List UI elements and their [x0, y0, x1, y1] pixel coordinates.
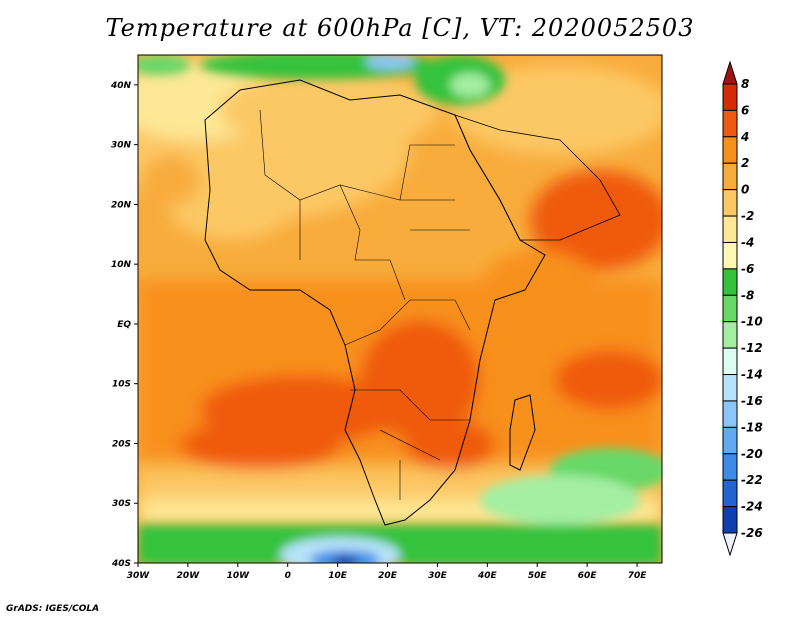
arabia-coastline: [454, 114, 621, 241]
colorbar-label: 2: [741, 156, 749, 170]
colorbar-segment: [722, 83, 738, 111]
colorbar-segment: [722, 453, 738, 481]
africa-coastline: [204, 79, 546, 526]
x-tick-label: 50E: [528, 571, 548, 581]
colorbar-segment: [722, 215, 738, 243]
colorbar-segment: [722, 109, 738, 138]
colorbar-segment: [722, 162, 738, 191]
colorbar-label: -14: [741, 368, 763, 382]
y-tick-label: 40S: [111, 559, 131, 569]
axis-ticks: [134, 84, 638, 567]
colorbar-label: -8: [741, 288, 754, 302]
y-tick-label: 30S: [112, 499, 131, 509]
x-tick-label: 0: [285, 571, 291, 581]
colorbar-label: -12: [741, 341, 763, 355]
colorbar-label: 8: [741, 77, 749, 91]
y-tick-label: 10S: [112, 380, 131, 390]
y-tick-label: 20N: [111, 200, 132, 210]
x-tick-label: 20W: [177, 571, 201, 581]
colorbar-label: 4: [740, 130, 749, 144]
colorbar-segment: [722, 400, 738, 428]
x-tick-label: 20E: [378, 571, 398, 581]
colorbar-segment: [722, 136, 738, 164]
grads-credit: GrADS: IGES/COLA: [6, 604, 100, 614]
x-tick-label: 10E: [328, 571, 348, 581]
colorbar-bottom-arrow: [722, 532, 738, 557]
colorbar-segment: [722, 347, 738, 376]
x-tick-label: 10W: [227, 571, 251, 581]
x-tick-label: 70E: [628, 571, 648, 581]
colorbar-segment: [722, 426, 738, 455]
colorbar: 8 6 4 2 0 -2 -4 -6 -8 -10 -12 -14 -16 -18 -20 -22 -24 -26: [722, 60, 763, 557]
x-tick-label: 60E: [578, 571, 598, 581]
colorbar-label: -4: [741, 235, 754, 249]
colorbar-segment: [722, 321, 738, 349]
colorbar-segment: [722, 479, 738, 508]
y-tick-label: 40N: [110, 81, 132, 91]
colorbar-label: -26: [741, 526, 763, 540]
colorbar-top-arrow: [722, 60, 738, 85]
colorbar-label: -22: [741, 473, 763, 487]
temperature-field: [138, 55, 662, 563]
axis-labels: 30W 20W 10W 0 10E 20E 30E 40E 50E 60E 70E 40N 30N 20N…: [110, 81, 647, 581]
colorbar-label: -2: [741, 209, 754, 223]
colorbar-label: -16: [741, 394, 763, 408]
colorbar-label: -6: [741, 262, 754, 276]
x-tick-label: 40E: [477, 571, 498, 581]
y-tick-label: EQ: [117, 320, 131, 330]
colorbar-segment: [722, 374, 738, 402]
colorbar-segment: [722, 241, 738, 270]
chart-title: Temperature at 600hPa [C], VT: 202005250…: [105, 14, 695, 42]
colorbar-segment: [722, 268, 738, 296]
colorbar-label: -24: [741, 500, 763, 514]
colorbar-label: -10: [741, 315, 763, 329]
colorbar-segment: [722, 506, 738, 534]
plot-frame: [137, 54, 663, 564]
colorbar-label: -18: [741, 420, 763, 434]
country-borders: [259, 109, 471, 500]
colorbar-segment: [722, 189, 738, 217]
colorbar-segment: [722, 294, 738, 323]
madagascar-coastline: [509, 394, 536, 471]
colorbar-label: 0: [741, 183, 749, 197]
x-tick-label: 30E: [428, 571, 448, 581]
colorbar-label: 6: [741, 103, 749, 117]
y-tick-label: 30N: [111, 141, 132, 151]
x-tick-label: 30W: [127, 571, 151, 581]
y-tick-label: 20S: [112, 439, 131, 449]
colorbar-label: -20: [741, 447, 763, 461]
y-tick-label: 10N: [111, 260, 132, 270]
